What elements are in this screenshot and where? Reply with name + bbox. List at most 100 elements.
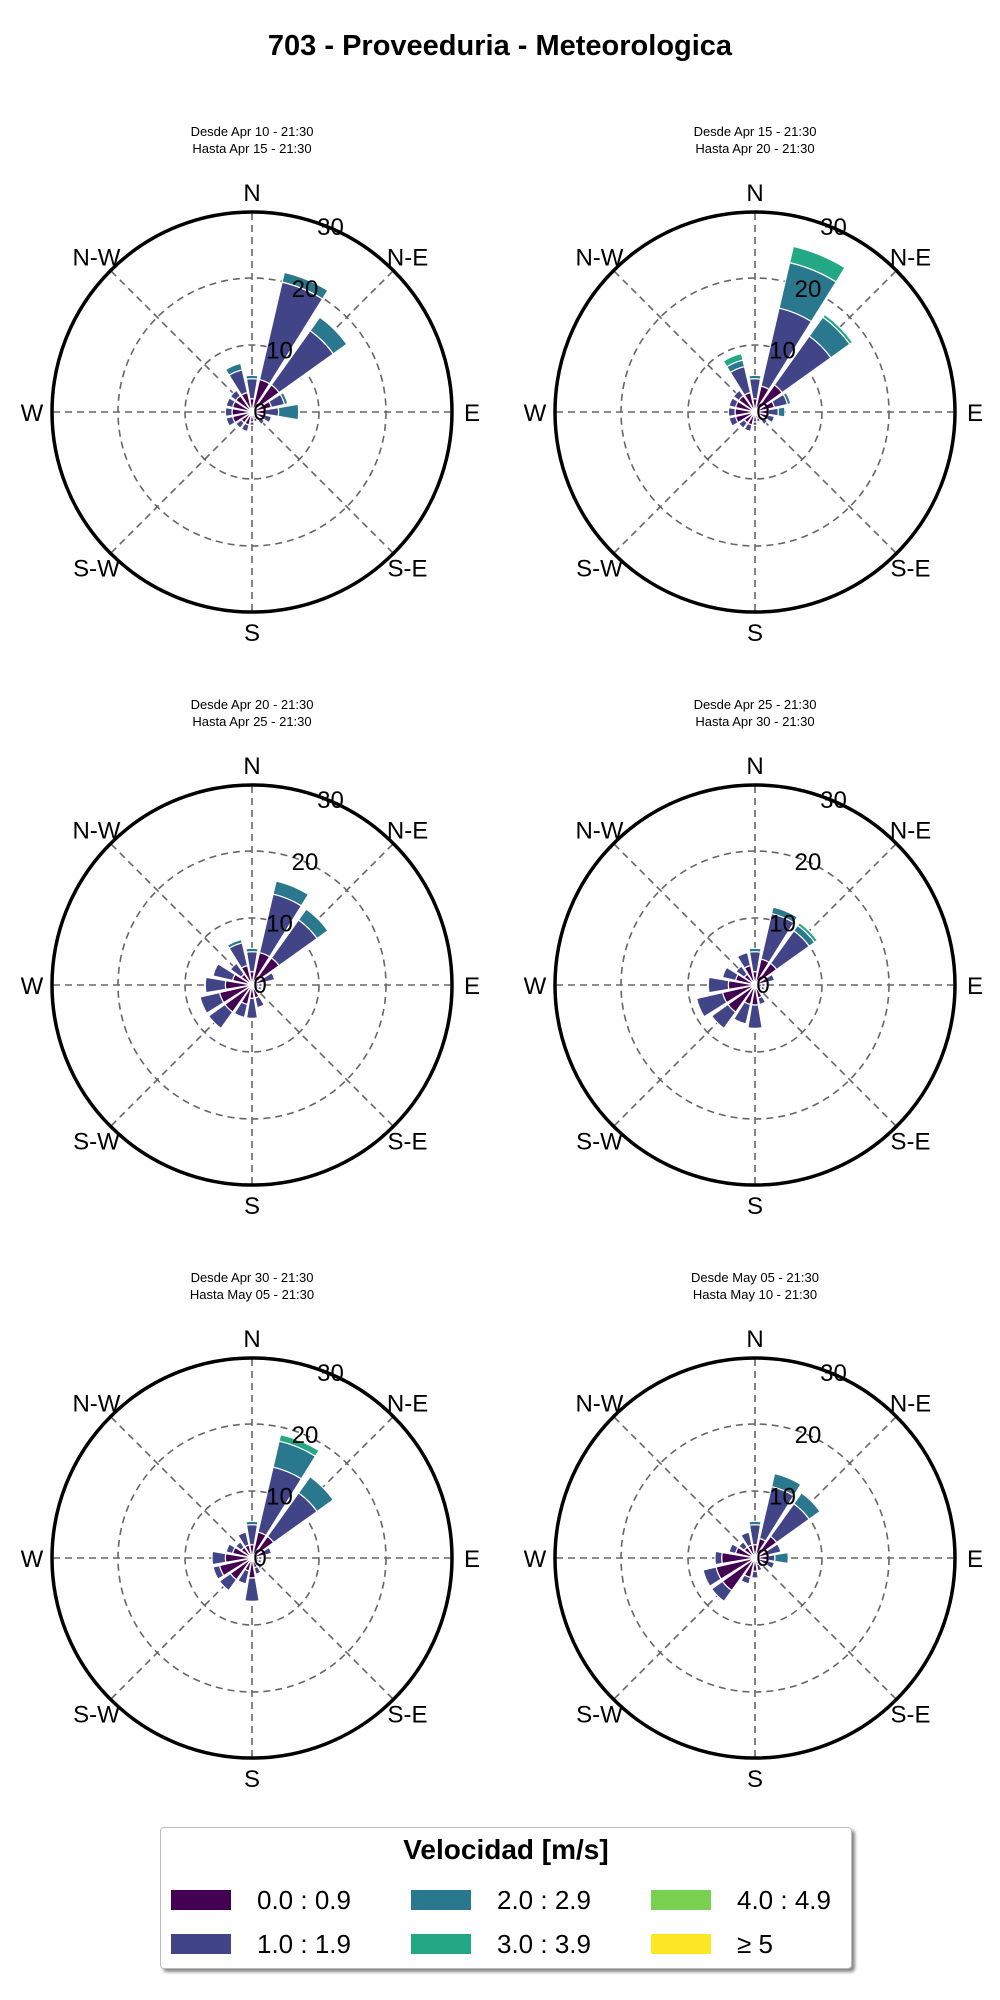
radial-tick-label: 20 xyxy=(292,276,319,303)
windrose-bar xyxy=(770,1472,802,1497)
direction-spoke xyxy=(754,1416,897,1559)
direction-label: S-E xyxy=(891,556,931,583)
direction-label: N-E xyxy=(387,817,428,844)
windrose-bar xyxy=(262,1546,273,1556)
direction-spoke xyxy=(754,411,897,554)
direction-spoke xyxy=(110,411,253,554)
direction-label: S-E xyxy=(891,1702,931,1729)
windrose-bar xyxy=(774,1551,789,1565)
windrose-bar xyxy=(225,397,236,409)
windrose-bar xyxy=(759,416,769,426)
windrose-bar xyxy=(207,1003,234,1030)
legend-item: 4.0 : 4.9 xyxy=(651,1883,831,1917)
direction-label: E xyxy=(464,1546,480,1573)
windrose-bar xyxy=(199,991,225,1015)
windrose-bar xyxy=(257,1555,263,1561)
windrose-bar xyxy=(225,415,236,427)
direction-label: S xyxy=(747,1766,763,1793)
direction-label: N xyxy=(746,1326,763,1353)
direction-spoke xyxy=(754,843,897,986)
windrose-bar xyxy=(821,313,854,346)
legend-item: 3.0 : 3.9 xyxy=(411,1927,591,1961)
radial-tick-label: 30 xyxy=(820,214,847,241)
legend-swatch xyxy=(651,1934,711,1954)
windrose-bar xyxy=(751,1570,759,1579)
windrose-bar xyxy=(714,1550,723,1566)
windrose-subtitle-to: Hasta Apr 30 - 21:30 xyxy=(695,714,814,729)
direction-label: E xyxy=(967,973,983,1000)
windrose-bar xyxy=(218,1572,238,1592)
windrose-bar xyxy=(255,988,261,994)
windrose-subtitle-from: Desde Apr 30 - 21:30 xyxy=(191,1270,314,1285)
windrose-bar xyxy=(727,406,736,418)
direction-label: N-W xyxy=(575,244,623,271)
windrose-bar xyxy=(755,416,762,423)
windrose-bar xyxy=(309,316,348,355)
windrose-bar xyxy=(277,403,300,421)
legend-swatch xyxy=(411,1890,471,1910)
direction-label: N xyxy=(243,180,260,207)
windrose-bar xyxy=(722,352,744,368)
radial-tick-label: 20 xyxy=(292,849,319,876)
windrose-bar xyxy=(777,406,786,418)
direction-spoke xyxy=(613,411,756,554)
direction-label: N-W xyxy=(72,244,120,271)
windrose-subtitle-to: Hasta Apr 25 - 21:30 xyxy=(192,714,311,729)
windrose-subtitle-from: Desde Apr 15 - 21:30 xyxy=(694,124,817,139)
outer-ring xyxy=(50,783,454,1187)
windrose-bar xyxy=(254,995,266,1009)
windrose-2: Desde Apr 15 - 21:30 Hasta Apr 20 - 21:30… xyxy=(524,124,983,647)
radial-tick-label: 20 xyxy=(795,1422,822,1449)
windrose-bar xyxy=(237,1568,250,1585)
windrose-bar xyxy=(728,415,739,427)
direction-label: N-W xyxy=(72,817,120,844)
radial-tick-label: 30 xyxy=(317,787,344,814)
windrose-bar xyxy=(710,1003,737,1030)
windrose-bar xyxy=(256,985,263,992)
radial-tick-label: 10 xyxy=(266,910,293,937)
direction-label: S-W xyxy=(73,1702,120,1729)
windrose-subtitle-to: Hasta Apr 15 - 21:30 xyxy=(192,141,311,156)
windrose-bar xyxy=(765,414,776,424)
windrose-bar xyxy=(760,982,766,988)
direction-label: W xyxy=(21,973,44,1000)
direction-label: N-E xyxy=(387,244,428,271)
radial-tick-label: 20 xyxy=(795,849,822,876)
legend-swatch xyxy=(171,1934,231,1954)
outer-ring xyxy=(553,783,957,1187)
direction-label: W xyxy=(524,1546,547,1573)
direction-label: N xyxy=(243,753,260,780)
direction-spoke xyxy=(613,1416,756,1559)
windrose-bar xyxy=(297,908,329,940)
radial-tick-label: 20 xyxy=(795,276,822,303)
windrose-bar xyxy=(211,1550,227,1566)
windrose-bar xyxy=(737,1540,749,1552)
windrose-bar xyxy=(748,947,762,953)
legend-item: 1.0 : 1.9 xyxy=(171,1927,351,1961)
windrose-bar xyxy=(262,971,276,983)
direction-spoke xyxy=(110,1416,253,1559)
windrose-4: Desde Apr 25 - 21:30 Hasta Apr 30 - 21:30… xyxy=(524,697,983,1220)
direction-spoke xyxy=(251,984,394,1127)
radial-tick-label: 0 xyxy=(756,972,769,999)
page-title: 703 - Proveeduria - Meteorologica xyxy=(267,30,733,62)
outer-ring xyxy=(553,210,957,614)
windrose-bar xyxy=(297,1475,335,1513)
windrose-bar xyxy=(245,374,259,380)
direction-label: S-W xyxy=(73,556,120,583)
windrose-bar xyxy=(788,245,846,283)
outer-ring xyxy=(50,210,454,614)
radial-tick-label: 0 xyxy=(253,972,266,999)
windrose-subtitle-to: Hasta May 10 - 21:30 xyxy=(693,1287,817,1302)
windrose-bar xyxy=(204,976,227,994)
legend-label: 3.0 : 3.9 xyxy=(497,1928,591,1959)
legend-item: 2.0 : 2.9 xyxy=(411,1883,591,1917)
windrose-5: Desde Apr 30 - 21:30 Hasta May 05 - 21:30… xyxy=(21,1270,480,1793)
windrose-bar xyxy=(245,1520,259,1526)
windrose-bar xyxy=(765,1543,782,1556)
windrose-bar xyxy=(796,921,819,944)
direction-label: N-E xyxy=(890,1390,931,1417)
legend-label: ≥ 5 xyxy=(737,1928,773,1959)
windrose-bar xyxy=(743,422,753,433)
windrose-bar xyxy=(224,406,233,418)
